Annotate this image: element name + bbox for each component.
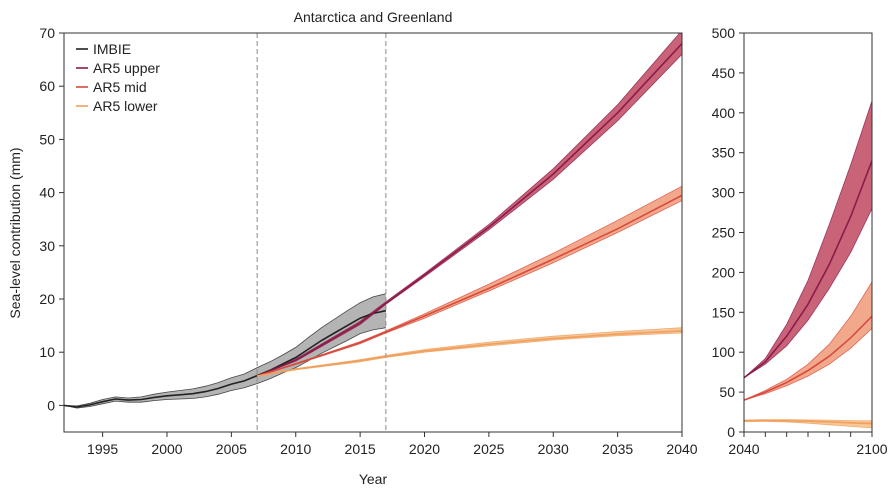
x-tick-label: 2000: [151, 441, 182, 457]
y-tick-label: 10: [39, 344, 55, 360]
ar5-mid-upper-bound: [744, 281, 872, 401]
y-tick-label: 0: [727, 424, 735, 440]
x-tick-label: 2025: [473, 441, 504, 457]
main-bands: [64, 33, 682, 409]
ar5-upper-lower-bound: [744, 208, 872, 379]
imbie-uncertainty-band: [64, 293, 386, 409]
x-tick-label: 2035: [602, 441, 633, 457]
y-tick-label: 300: [712, 185, 736, 201]
ar5-upper-series-line: [744, 160, 872, 379]
main-plot-frame: [63, 32, 683, 433]
legend-label-imbie: IMBIE: [93, 41, 131, 57]
ar5-lower-series-line: [256, 330, 682, 377]
ar5-upper-lower-bound: [256, 54, 682, 377]
y-tick-label: 30: [39, 238, 55, 254]
ar5-upper-upper-bound: [256, 33, 681, 377]
x-axis-label: Year: [359, 471, 388, 487]
y-tick-label: 450: [712, 65, 736, 81]
y-axis-label: Sea-level contribution (mm): [7, 147, 23, 318]
y-tick-label: 40: [39, 185, 55, 201]
legend-label-ar5-upper: AR5 upper: [93, 60, 160, 76]
legend-label-ar5-mid: AR5 mid: [93, 79, 147, 95]
x-tick-label: 2030: [538, 441, 569, 457]
imbie-series-line: [64, 309, 387, 408]
y-tick-label: 200: [712, 264, 736, 280]
y-tick-label: 150: [712, 304, 736, 320]
ar5-mid-lower-bound: [744, 328, 872, 401]
legend-label-ar5-lower: AR5 lower: [93, 98, 158, 114]
ar5-lower-lower-bound: [744, 421, 872, 429]
ar5-mid-series-line: [256, 194, 682, 377]
extension-bands: [744, 100, 872, 429]
y-tick-label: 70: [39, 25, 55, 41]
y-tick-label: 500: [712, 25, 736, 41]
ar5-upper-uncertainty-band: [257, 33, 682, 377]
x-tick-label: 1995: [87, 441, 118, 457]
extension-panel: 0 50 100 150 200 250 300 350 400 450 500 2040 2100: [712, 25, 888, 457]
ar5-upper-uncertainty-band: [744, 100, 872, 378]
y-tick-label: 50: [39, 131, 55, 147]
x-tick-label: 2010: [280, 441, 311, 457]
ar5-upper-series-line: [256, 43, 682, 377]
y-tick-label: 400: [712, 105, 736, 121]
ar5-mid-series-line: [744, 315, 872, 401]
x-tick-label: 2040: [666, 441, 697, 457]
y-tick-label: 60: [39, 78, 55, 94]
imbie-upper-bound: [64, 293, 386, 407]
imbie-lower-bound: [64, 327, 386, 409]
y-tick-label: 20: [39, 291, 55, 307]
y-tick-label: 0: [47, 397, 55, 413]
y-tick-label: 350: [712, 145, 736, 161]
extension-lines: [744, 160, 872, 425]
legend: IMBIE AR5 upper AR5 mid AR5 lower: [76, 41, 160, 114]
main-lines: [64, 43, 682, 408]
x-tick-label: 2040: [728, 441, 759, 457]
main-vlines: [256, 33, 387, 432]
x-tick-label: 2005: [216, 441, 247, 457]
x-tick-label: 2100: [856, 441, 887, 457]
x-tick-label: 2020: [409, 441, 440, 457]
y-tick-label: 100: [712, 344, 736, 360]
x-tick-label: 2015: [345, 441, 376, 457]
ar5-upper-upper-bound: [744, 100, 872, 378]
ar5-lower-series-line: [744, 419, 872, 425]
chart-title: Antarctica and Greenland: [294, 9, 453, 25]
extension-axes: 0 50 100 150 200 250 300 350 400 450 500 2040 2100: [712, 25, 888, 457]
y-tick-label: 250: [712, 225, 736, 241]
y-tick-label: 50: [719, 384, 735, 400]
